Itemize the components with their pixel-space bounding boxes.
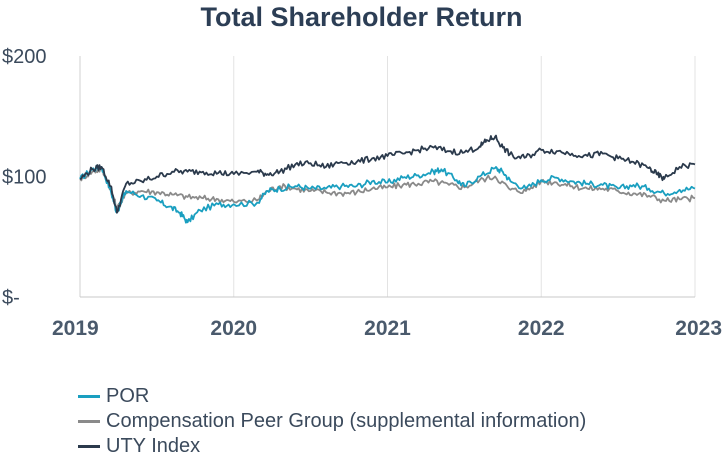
x-tick-label: 2021 — [364, 317, 411, 340]
legend-item-por: POR — [78, 384, 586, 409]
legend-label-peer-group: Compensation Peer Group (supplemental in… — [106, 410, 587, 432]
legend-label-por: POR — [106, 385, 150, 407]
y-tick-label: $100 — [2, 167, 47, 189]
axes — [79, 56, 695, 298]
legend: POR Compensation Peer Group (supplementa… — [78, 384, 586, 459]
legend-item-peer-group: Compensation Peer Group (supplemental in… — [78, 409, 586, 434]
x-tick-label: 2023 — [675, 317, 722, 340]
tick-labels: $200 $100 $- 2019 2020 2021 2022 2023 — [2, 46, 722, 340]
series-line-compensation-peer-group-supplemental-information — [79, 167, 696, 211]
x-tick-label: 2019 — [52, 317, 99, 340]
x-tick-label: 2022 — [518, 317, 565, 340]
y-tick-label: $- — [2, 287, 20, 309]
legend-item-uty-index: UTY Index — [78, 434, 586, 459]
chart-plot: $200 $100 $- 2019 2020 2021 2022 2023 — [2, 46, 722, 340]
legend-swatch-por — [78, 395, 100, 398]
gridlines — [233, 56, 696, 297]
legend-swatch-peer-group — [78, 420, 100, 423]
series-line-por — [79, 164, 696, 224]
legend-label-uty-index: UTY Index — [106, 435, 201, 457]
legend-swatch-uty-index — [78, 445, 100, 448]
chart-title: Total Shareholder Return — [200, 2, 523, 32]
y-tick-label: $200 — [2, 46, 47, 68]
series-line-uty-index — [79, 134, 696, 214]
series-lines — [79, 134, 696, 224]
x-tick-label: 2020 — [210, 317, 257, 340]
